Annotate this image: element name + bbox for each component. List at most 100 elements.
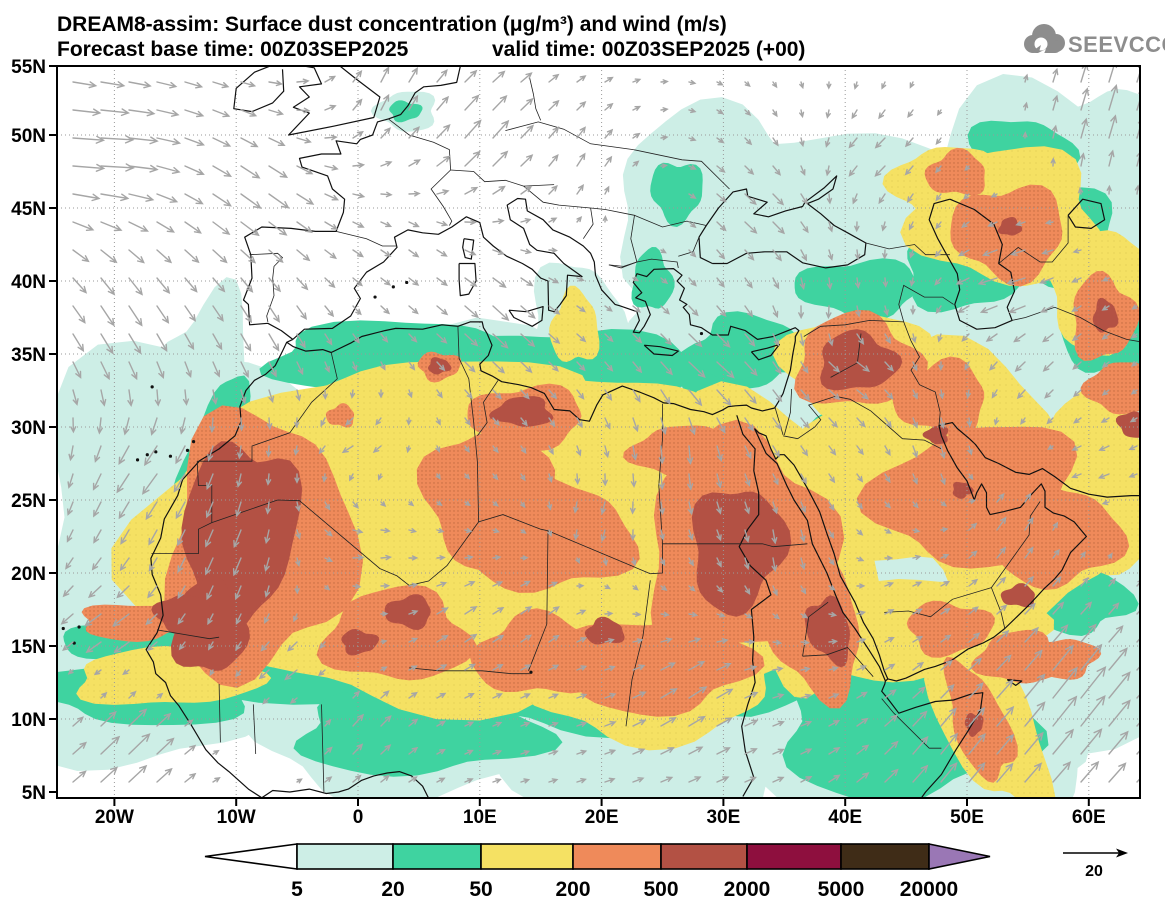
- wind-arrow: [521, 249, 531, 253]
- wind-arrow: [213, 138, 230, 146]
- wind-arrow: [73, 222, 93, 230]
- wind-arrow: [241, 166, 259, 178]
- wind-arrow: [381, 162, 391, 166]
- valid-time-label: valid time: 00Z03SEP2025 (+00): [492, 38, 805, 61]
- wind-arrow: [409, 222, 418, 227]
- y-tick-label: 25N: [11, 491, 46, 512]
- map-area: [0, 59, 1165, 843]
- wind-arrow: [129, 194, 153, 201]
- wind-arrow: [213, 751, 218, 755]
- island-dot: [169, 455, 172, 458]
- wind-arrow: [325, 166, 337, 170]
- island-dot: [151, 385, 154, 388]
- wind-arrow: [549, 128, 558, 139]
- wind-arrow: [101, 222, 121, 231]
- wind-arrow: [325, 306, 333, 316]
- wind-arrow: [213, 194, 231, 206]
- wind-arrow: [521, 155, 532, 166]
- colorbar-label: 20: [381, 878, 404, 901]
- colorbar-segment: [297, 844, 393, 869]
- wind-arrow: [605, 104, 612, 110]
- wind-arrow: [73, 194, 99, 201]
- wind-reference: 20: [1063, 849, 1128, 881]
- wind-arrow: [325, 106, 335, 111]
- wind-arrow: [241, 138, 257, 147]
- wind-arrow: [269, 194, 288, 208]
- wind-arrow: [633, 79, 640, 83]
- wind-arrow: [1081, 762, 1098, 782]
- wind-arrow: [381, 250, 390, 256]
- wind-arrow: [409, 250, 418, 257]
- wind-arrow: [213, 82, 228, 88]
- wind-arrow: [882, 82, 886, 88]
- wind-arrow: [493, 278, 505, 287]
- wind-arrow: [938, 110, 942, 115]
- wind-arrow: [185, 250, 198, 262]
- wind-arrow: [297, 194, 313, 204]
- wind-arrow: [577, 128, 585, 139]
- y-tick-label: 20N: [11, 564, 46, 585]
- wind-arrow: [409, 68, 417, 82]
- wind-arrow: [465, 220, 475, 224]
- wind-arrow: [73, 136, 104, 143]
- colorbar-label: 20000: [900, 878, 958, 901]
- wind-arrow: [297, 278, 307, 289]
- island-dot: [146, 453, 149, 456]
- wind-arrow: [800, 110, 804, 117]
- wind-arrow: [437, 278, 447, 285]
- wind-arrow: [409, 160, 420, 166]
- wind-arrow: [773, 82, 777, 87]
- x-tick-label: 10E: [463, 807, 497, 828]
- wind-arrow: [437, 250, 446, 256]
- island-dot: [373, 295, 376, 298]
- wind-arrow: [465, 188, 477, 194]
- wind-arrow: [381, 278, 390, 285]
- wind-arrow: [157, 222, 174, 232]
- wind-arrow: [297, 250, 309, 260]
- colorbar-label: 50: [469, 878, 492, 901]
- coastline: [289, 65, 380, 135]
- wind-arrow: [605, 130, 612, 138]
- colorbar-label: 2000: [724, 878, 771, 901]
- wind-arrow: [409, 306, 418, 313]
- wind-arrow: [633, 107, 640, 111]
- wind-arrow: [129, 250, 144, 263]
- wind-arrow: [129, 110, 154, 116]
- wind-arrow: [381, 192, 391, 196]
- seevccc-logo: SEEVCCC: [1024, 24, 1165, 57]
- wind-arrow: [493, 779, 500, 783]
- wind-arrow: [1109, 61, 1116, 82]
- wind-arrow: [605, 187, 609, 194]
- colorbar-below-min-arrow: [205, 844, 297, 869]
- wind-arrow: [73, 82, 96, 88]
- wind-arrow: [661, 108, 667, 112]
- wind-arrow: [101, 306, 114, 325]
- y-tick-label: 5N: [22, 783, 46, 804]
- wind-arrow: [521, 187, 531, 194]
- colorbar-segment: [393, 844, 481, 869]
- wind-arrow: [297, 306, 306, 319]
- wind-arrow: [437, 97, 448, 110]
- colorbar-label: 5000: [818, 878, 865, 901]
- wind-arrow: [800, 82, 804, 88]
- x-tick-label: 20E: [585, 807, 619, 828]
- wind-arrow: [493, 152, 507, 166]
- y-tick-label: 50N: [11, 126, 46, 147]
- wind-arrow: [409, 192, 419, 196]
- wind-arrow: [465, 250, 475, 255]
- wind-arrow: [437, 70, 447, 82]
- wind-arrow: [157, 138, 180, 145]
- wind-arrow: [129, 278, 142, 294]
- wind-arrow: [157, 278, 169, 293]
- island-dot: [392, 285, 395, 288]
- wind-arrow: [129, 166, 157, 172]
- x-tick-label: 30E: [706, 807, 740, 828]
- y-tick-label: 15N: [11, 637, 46, 658]
- wind-arrow: [745, 82, 750, 86]
- wind-arrow: [101, 250, 116, 262]
- map-title: DREAM8-assim: Surface dust concentration…: [57, 13, 727, 36]
- wind-arrow: [493, 96, 506, 110]
- wind-arrow: [73, 306, 85, 323]
- colorbar-segment: [573, 844, 661, 869]
- y-tick-label: 45N: [11, 199, 46, 220]
